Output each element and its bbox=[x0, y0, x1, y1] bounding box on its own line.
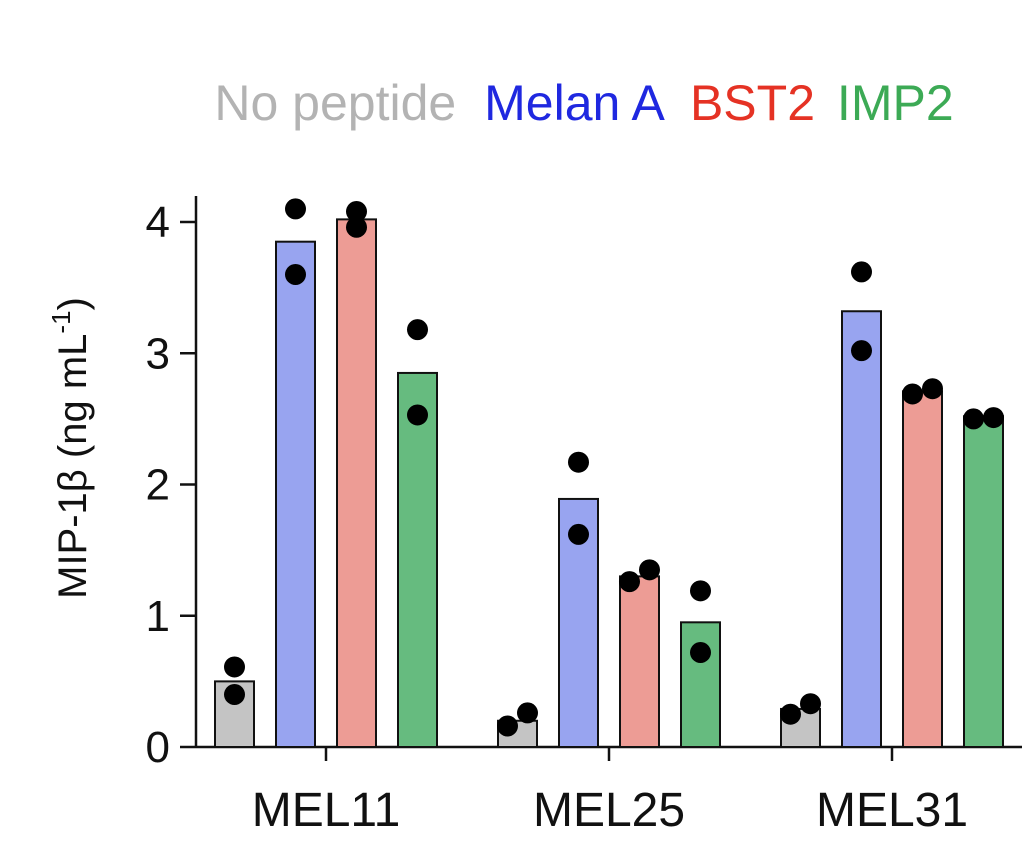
y-axis-label-superscript: -1 bbox=[46, 310, 76, 333]
bar bbox=[397, 371, 438, 748]
data-point bbox=[407, 404, 428, 426]
data-point bbox=[224, 656, 245, 678]
data-point bbox=[517, 702, 538, 724]
data-point bbox=[851, 261, 872, 283]
legend: No peptide Melan A BST2 IMP2 bbox=[214, 75, 953, 131]
legend-entry-no-peptide: No peptide bbox=[214, 75, 456, 131]
bar bbox=[275, 240, 316, 748]
data-point bbox=[285, 264, 306, 285]
y-tick-label: 3 bbox=[146, 329, 170, 378]
bar bbox=[902, 390, 943, 748]
x-category-label: MEL31 bbox=[816, 784, 968, 837]
data-point bbox=[851, 340, 872, 362]
data-point bbox=[224, 684, 245, 705]
data-point bbox=[568, 523, 589, 545]
data-point bbox=[346, 216, 367, 238]
data-point bbox=[983, 407, 1004, 429]
bar bbox=[841, 310, 882, 748]
data-point bbox=[780, 703, 801, 725]
legend-entry-bst2: BST2 bbox=[690, 75, 815, 131]
y-tick-label: 0 bbox=[146, 723, 170, 772]
data-point bbox=[346, 201, 367, 222]
bar bbox=[336, 218, 377, 748]
plot-area: 0 1 2 3 4 MEL11 MEL25 MEL31 bbox=[146, 196, 1022, 837]
data-point bbox=[690, 580, 711, 602]
bar bbox=[963, 415, 1004, 748]
y-tick-label: 1 bbox=[146, 592, 170, 641]
data-point bbox=[407, 319, 428, 341]
data-point bbox=[922, 378, 943, 400]
data-point bbox=[902, 383, 923, 405]
x-category-label: MEL25 bbox=[533, 784, 685, 837]
data-point bbox=[639, 559, 660, 581]
x-category-label: MEL11 bbox=[252, 784, 401, 837]
data-point bbox=[690, 642, 711, 663]
legend-entry-melan-a: Melan A bbox=[484, 75, 665, 131]
y-tick-label: 4 bbox=[146, 198, 170, 247]
y-tick-label: 2 bbox=[146, 461, 170, 510]
legend-entry-imp2: IMP2 bbox=[837, 75, 954, 131]
y-axis-label-main: MIP-1β (ng mL bbox=[51, 334, 95, 599]
data-point bbox=[568, 451, 589, 473]
y-axis-label: MIP-1β (ng mL-1) bbox=[46, 297, 95, 599]
data-point bbox=[963, 408, 984, 430]
data-point bbox=[619, 571, 640, 593]
bar bbox=[680, 621, 721, 748]
y-axis-label-suffix: ) bbox=[51, 297, 95, 310]
bar bbox=[619, 575, 660, 748]
data-point bbox=[497, 715, 518, 737]
data-point bbox=[285, 198, 306, 220]
data-point bbox=[800, 693, 821, 715]
